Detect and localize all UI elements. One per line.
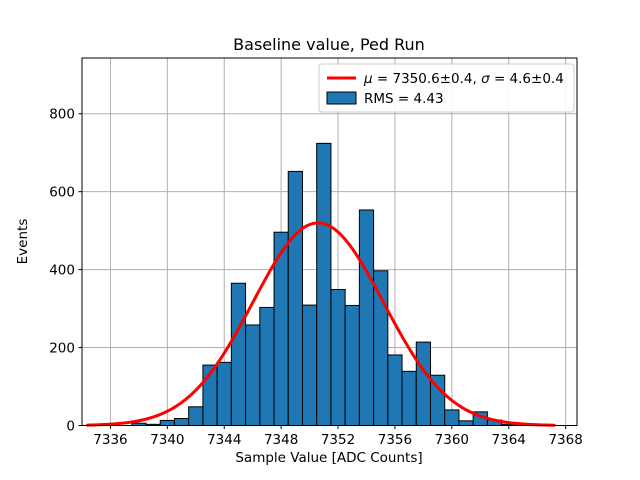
- x-tick-label: 7364: [492, 432, 526, 448]
- histogram-bar: [316, 142, 332, 426]
- y-tick-label: 800: [49, 107, 75, 123]
- legend: μ = 7350.6±0.4, σ = 4.6±0.4 RMS = 4.43: [318, 63, 575, 113]
- histogram-bar: [159, 419, 175, 426]
- histogram-bar: [415, 341, 431, 426]
- legend-box: [318, 63, 575, 113]
- fit-curve-layer: [86, 221, 556, 427]
- histogram-bar: [287, 170, 303, 426]
- x-tick-label: 7340: [150, 432, 184, 448]
- y-tick-label: 0: [66, 418, 75, 434]
- legend-label-fit: μ = 7350.6±0.4, σ = 4.6±0.4: [363, 71, 564, 87]
- histogram-bar: [458, 420, 474, 426]
- histogram-bar: [216, 361, 232, 427]
- x-tick-label: 7352: [321, 432, 355, 448]
- histogram-bar: [401, 370, 417, 427]
- histogram-bar: [245, 324, 261, 426]
- histogram-bar: [230, 282, 247, 427]
- histogram-bar: [387, 354, 403, 426]
- y-tick-label: 400: [49, 262, 75, 278]
- legend-label-rms: RMS = 4.43: [364, 91, 444, 107]
- axes-box: [81, 57, 578, 426]
- grid-layer: [82, 58, 577, 426]
- axes-layer: 7336 7340 7344 7348 7352 7356 7360 7364 7368 0 200…: [49, 57, 583, 448]
- x-axis-label: Sample Value [ADC Counts]: [235, 450, 422, 466]
- x-tick-label: 7348: [264, 432, 298, 448]
- x-tick-label: 7368: [548, 432, 582, 448]
- x-tick-label: 7336: [93, 432, 127, 448]
- histogram-bars-layer: [131, 142, 517, 427]
- histogram-bar: [301, 304, 318, 426]
- histogram-bar: [373, 270, 389, 426]
- histogram-bar: [358, 209, 375, 426]
- legend-patch-sample: [326, 91, 357, 105]
- histogram-bar: [188, 406, 204, 426]
- y-tick-label: 200: [49, 340, 75, 356]
- y-tick-label: 600: [49, 184, 75, 200]
- chart-title: Baseline value, Ped Run: [233, 35, 425, 54]
- x-tick-label: 7356: [378, 432, 412, 448]
- x-tick-label: 7344: [207, 432, 241, 448]
- histogram-bar: [173, 417, 190, 427]
- y-axis-label: Events: [15, 219, 31, 265]
- histogram-bar: [330, 288, 346, 426]
- histogram-bar: [444, 409, 460, 426]
- histogram-bar: [259, 306, 275, 426]
- x-tick-label: 7360: [435, 432, 469, 448]
- histogram-bar: [344, 304, 360, 427]
- gaussian-fit-curve: [86, 221, 556, 427]
